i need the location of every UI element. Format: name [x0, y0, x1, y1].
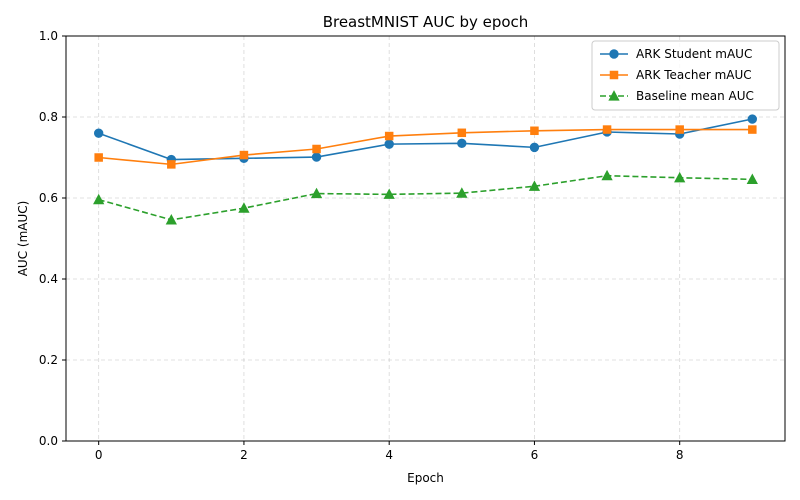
legend-item: ARK Student mAUC: [600, 47, 752, 61]
x-tick-label: 2: [240, 448, 248, 462]
data-point: [384, 139, 394, 149]
series-1: [94, 125, 757, 169]
legend-marker: [609, 70, 619, 80]
data-point: [457, 128, 467, 138]
legend-label: ARK Student mAUC: [636, 47, 752, 61]
data-point: [310, 187, 323, 199]
series-line: [98, 128, 753, 166]
data-point: [748, 125, 757, 134]
y-tick-label: 0.8: [39, 110, 58, 124]
chart-title: BreastMNIST AUC by epoch: [323, 13, 529, 31]
data-point: [674, 171, 686, 183]
legend-label: Baseline mean AUC: [636, 89, 754, 103]
data-point: [165, 214, 177, 225]
x-tick-label: 8: [676, 448, 684, 462]
legend-label: ARK Teacher mAUC: [636, 68, 752, 82]
series-line: [98, 174, 753, 221]
x-tick-label: 4: [385, 448, 393, 462]
data-point: [238, 202, 250, 213]
data-point: [311, 152, 322, 162]
series-2: [93, 169, 758, 225]
y-tick-label: 1.0: [39, 29, 58, 43]
data-point: [94, 153, 103, 162]
x-tick-label: 6: [531, 448, 539, 462]
axes: 0 2 4 6 8 0.0 0.2 0.4 0.6 0.8 1.0: [39, 29, 684, 462]
data-point: [93, 193, 105, 205]
data-point: [383, 188, 395, 199]
x-axis-label: Epoch: [407, 471, 444, 485]
data-point: [746, 173, 758, 184]
data-point: [602, 125, 612, 134]
data-point: [312, 144, 321, 154]
data-point: [456, 187, 468, 198]
y-tick-label: 0.4: [39, 272, 58, 286]
data-point: [530, 126, 539, 136]
legend-item: Baseline mean AUC: [600, 89, 754, 103]
series-layer: [93, 114, 758, 225]
x-tick-label: 0: [95, 448, 103, 462]
data-point: [529, 142, 540, 153]
legend: ARK Student mAUC ARK Teacher mAUC Baseline…: [591, 40, 780, 111]
data-point: [384, 131, 394, 141]
y-axis-label: AUC (mAUC): [16, 201, 30, 277]
y-tick-label: 0.2: [39, 353, 58, 367]
legend-box: [591, 40, 780, 111]
data-point: [675, 125, 684, 134]
data-point: [601, 169, 613, 181]
legend-marker: [608, 90, 620, 101]
data-point: [93, 128, 104, 138]
data-point: [747, 114, 758, 124]
data-point: [239, 150, 249, 160]
plot-frame: [65, 35, 786, 442]
legend-marker: [609, 49, 619, 59]
data-point: [167, 160, 176, 169]
y-tick-label: 0.6: [39, 191, 58, 205]
data-point: [528, 180, 541, 191]
data-point: [457, 138, 467, 149]
y-tick-label: 0.0: [39, 434, 58, 448]
legend-item: ARK Teacher mAUC: [600, 68, 752, 82]
